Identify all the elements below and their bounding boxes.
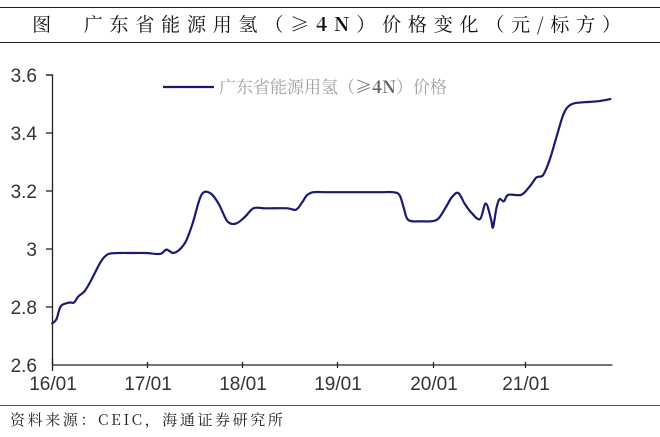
svg-text:3.4: 3.4 xyxy=(11,124,38,145)
svg-text:广东省能源用氢（≥4N）价格: 广东省能源用氢（≥4N）价格 xyxy=(219,73,447,98)
svg-text:20/01: 20/01 xyxy=(410,374,458,395)
svg-text:21/01: 21/01 xyxy=(502,374,550,395)
svg-text:3.6: 3.6 xyxy=(11,66,37,87)
svg-text:18/01: 18/01 xyxy=(219,374,267,395)
svg-text:2.8: 2.8 xyxy=(11,298,37,319)
svg-text:3.2: 3.2 xyxy=(11,182,37,203)
svg-text:19/01: 19/01 xyxy=(314,374,362,395)
svg-text:16/01: 16/01 xyxy=(29,374,77,395)
svg-text:17/01: 17/01 xyxy=(124,374,172,395)
svg-text:3: 3 xyxy=(26,240,37,261)
